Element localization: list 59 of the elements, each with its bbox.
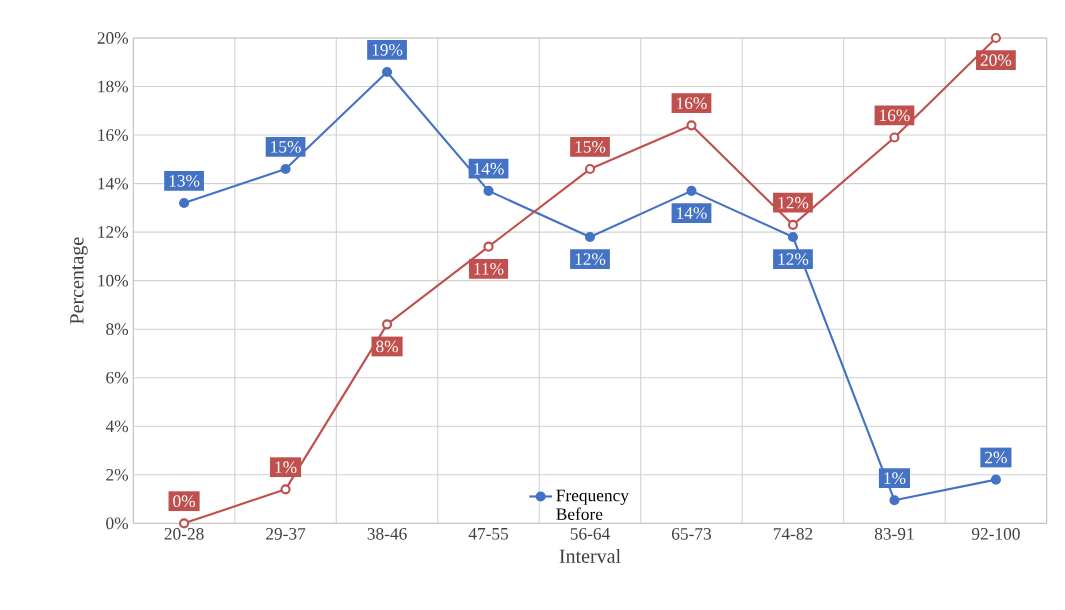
x-tick-label: 56-64 [570,528,610,540]
point [990,474,1001,485]
point [280,484,291,495]
x-tick-label: 47-55 [468,528,509,540]
point [787,219,799,230]
point [686,120,697,131]
point [381,319,393,330]
data-label: 14% [474,162,504,175]
point [889,132,900,143]
legend-label: Frequency Before [556,489,629,520]
x-tick-label: 74-82 [773,528,813,540]
point [584,231,596,243]
x-axis-title: Interval [559,548,621,563]
y-tick-label: 18% [98,80,129,93]
data-label: 13% [169,174,200,187]
x-tick-label: 65-73 [672,528,712,540]
data-label: 12% [575,253,606,265]
y-tick-label: 10% [98,274,129,287]
x-tick-label: 38-46 [367,528,407,540]
data-label: 15% [271,141,301,153]
data-label: 16% [880,109,910,122]
point [483,185,494,196]
point [179,518,190,529]
data-label: 11% [474,262,504,275]
x-tick-label: 29-37 [266,528,306,540]
y-tick-label: 6% [106,371,129,384]
data-label: 12% [778,196,809,209]
y-tick-label: 16% [98,129,129,141]
data-label: 1% [884,472,906,484]
x-tick-label: 92-100 [971,528,1020,540]
point [686,185,697,196]
data-label: 8% [376,340,398,353]
data-label: 16% [677,97,707,110]
point [990,32,1001,44]
data-label: 20% [980,54,1012,67]
data-label: 0% [173,495,196,508]
y-tick-label: 8% [106,323,129,336]
data-label: 19% [372,43,403,56]
x-tick-label: 83-91 [874,528,914,540]
point [787,231,799,243]
data-label: 2% [985,451,1007,464]
point [584,163,596,175]
y-tick-label: 0% [106,517,129,530]
data-label: 1% [275,461,297,474]
point [889,495,900,506]
y-tick-label: 14% [98,177,129,190]
point [381,66,393,78]
point [280,163,291,175]
y-tick-label: 20% [97,32,129,44]
y-tick-label: 2% [106,468,129,481]
point [483,241,494,252]
y-tick-label: 4% [105,420,129,433]
y-axis-title: Percentage [70,237,88,324]
y-tick-label: 12% [98,226,129,238]
data-label: 12% [778,253,809,265]
data-label: 15% [575,141,606,153]
x-tick-label: 20-28 [164,528,204,540]
data-label: 14% [677,207,707,219]
point [179,197,190,209]
